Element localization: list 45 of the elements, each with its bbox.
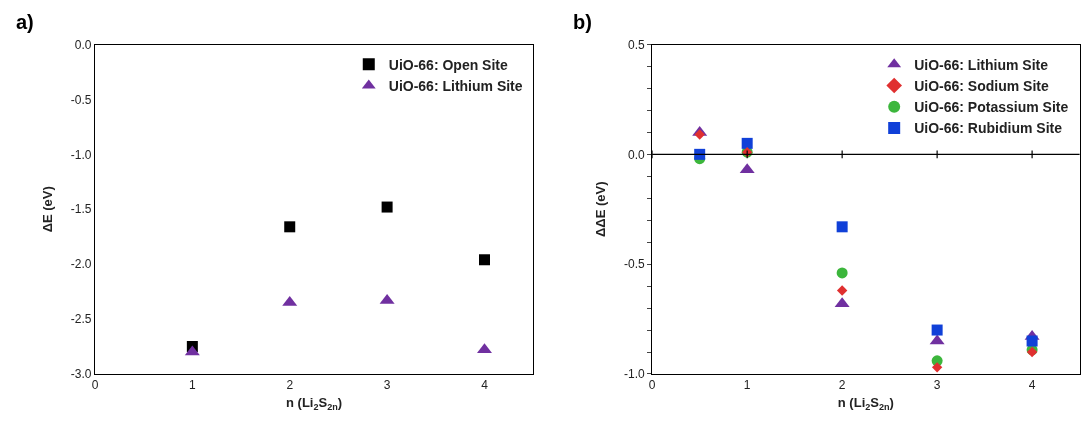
point <box>931 324 943 336</box>
x-tick-label: 4 <box>1028 378 1036 393</box>
point <box>284 221 296 233</box>
x-tick-label: 3 <box>383 378 391 393</box>
x-tick-label: 2 <box>838 378 846 393</box>
point <box>1026 335 1038 347</box>
point <box>694 129 705 140</box>
point <box>478 254 490 266</box>
point <box>931 362 943 373</box>
point <box>741 137 753 149</box>
point <box>694 148 706 160</box>
y-axis-title: ΔΔE (eV) <box>592 181 608 238</box>
x-tick-label: 2 <box>286 378 294 393</box>
x-tick-label: 0 <box>91 378 99 393</box>
y-tick-label: -1.0 <box>70 147 92 162</box>
text: a) <box>16 11 34 33</box>
point <box>836 221 848 233</box>
y-tick-label: -2.5 <box>70 312 92 327</box>
y-axis-title: ΔE (eV) <box>39 186 55 233</box>
y-tick-label: -1.0 <box>624 367 646 382</box>
x-tick-label: 0 <box>648 378 656 393</box>
y-tick-label: 0.5 <box>628 37 646 52</box>
y-tick-label: 0.0 <box>74 37 92 52</box>
y-tick-label: 0.0 <box>628 147 646 162</box>
y-tick-label: -1.5 <box>70 202 92 217</box>
point <box>381 201 393 213</box>
point <box>836 267 848 279</box>
y-tick-label: -0.5 <box>624 257 646 272</box>
legend-label: UiO-66: Sodium Site <box>914 77 1049 94</box>
x-tick-label: 1 <box>189 378 197 393</box>
legend-label: UiO-66: Lithium Site <box>914 56 1049 73</box>
legend-label: UiO-66: Lithium Site <box>388 77 523 94</box>
y-tick-label: -3.0 <box>70 367 92 382</box>
x-tick-label: 1 <box>743 378 751 393</box>
x-tick-label: 3 <box>933 378 941 393</box>
x-axis-title: n (Li$_{2}$S$_{2n}$) <box>286 395 343 412</box>
text: b) <box>573 11 592 33</box>
legend-label: UiO-66: Potassium Site <box>914 99 1069 116</box>
legend-label: UiO-66: Open Site <box>388 56 508 73</box>
x-tick-label: 4 <box>481 378 489 393</box>
y-tick-label: -2.0 <box>70 257 92 272</box>
point <box>836 285 848 296</box>
y-tick-label: -0.5 <box>70 92 92 107</box>
x-axis-title: n (Li$_{2}$S$_{2n}$) <box>837 395 894 412</box>
legend-label: UiO-66: Rubidium Site <box>914 120 1063 137</box>
